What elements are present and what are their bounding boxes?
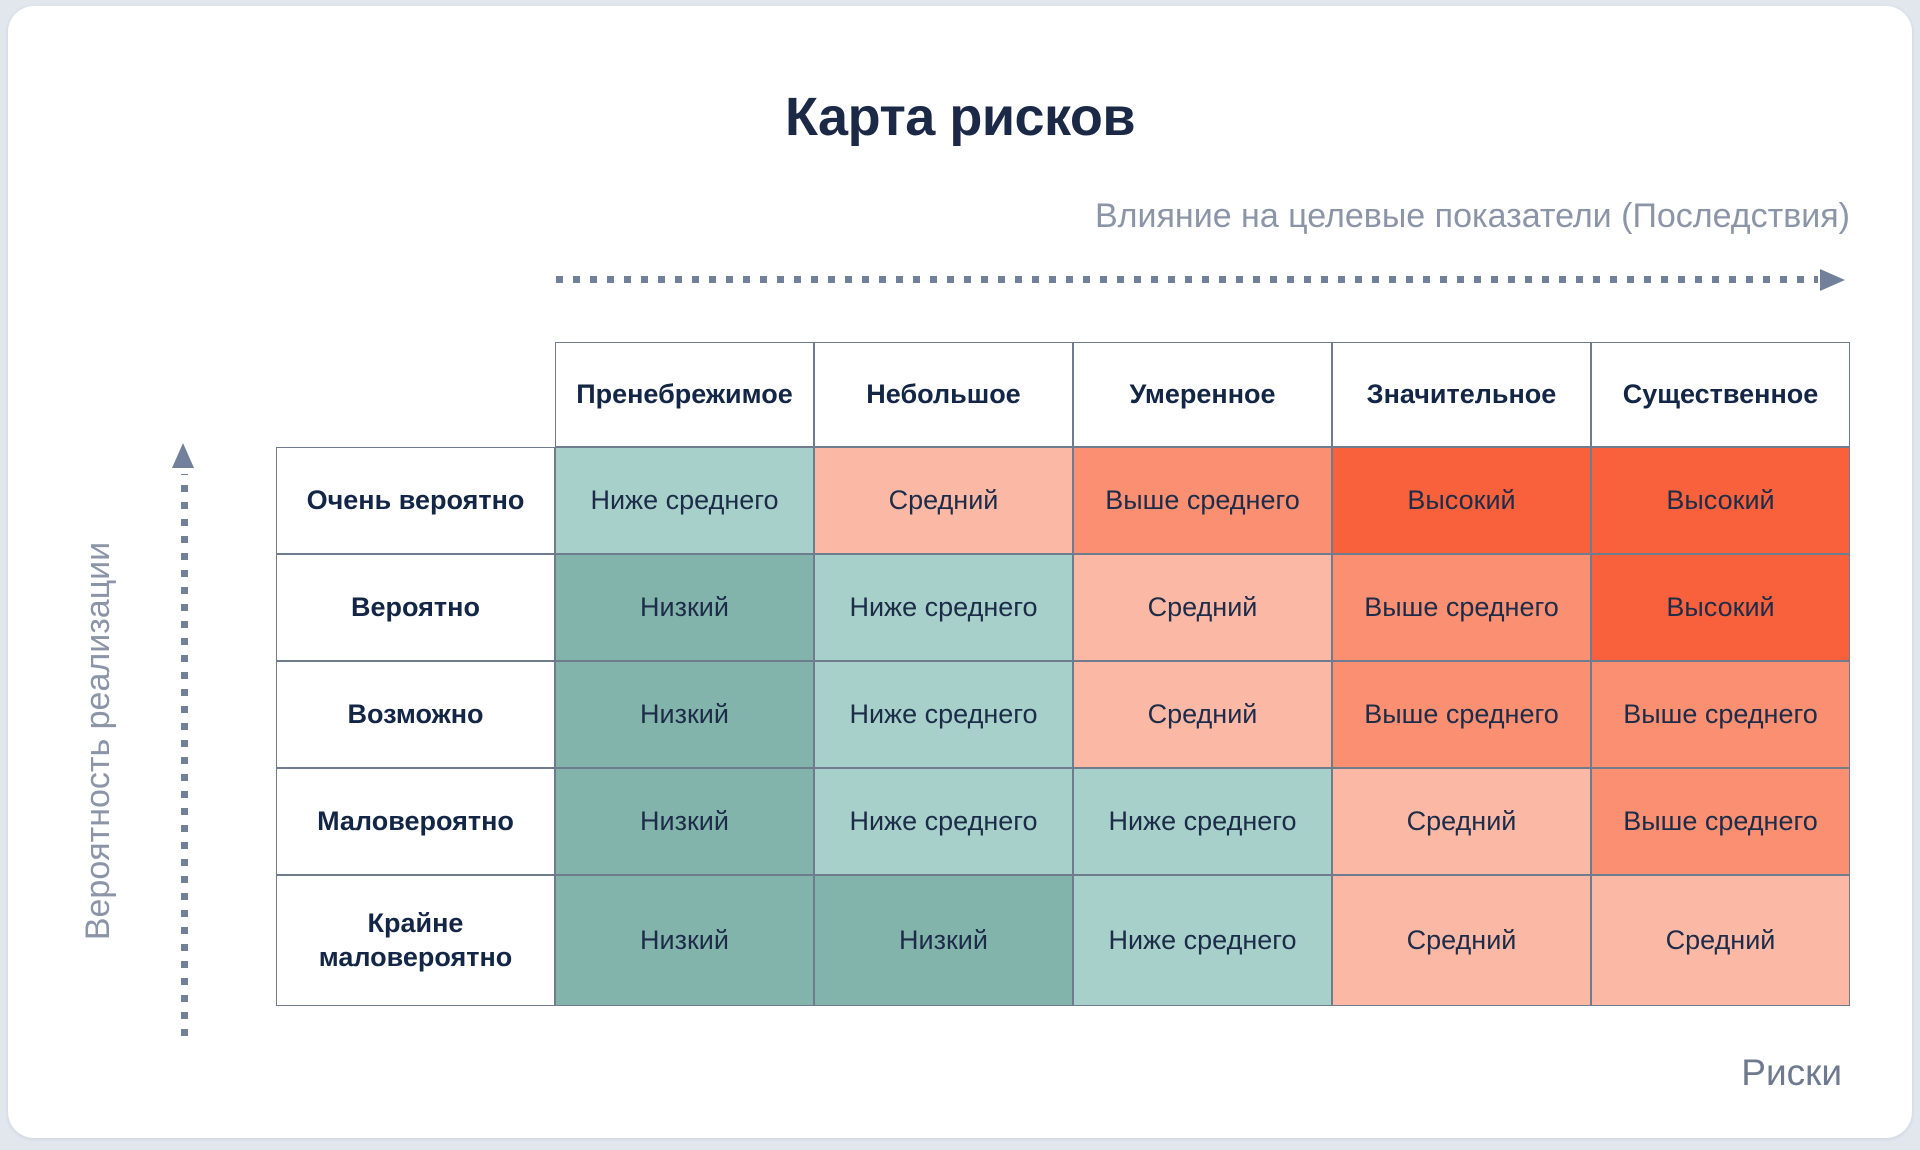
- matrix-cell: Выше среднего: [1591, 661, 1850, 768]
- row-header: Вероятно: [276, 554, 555, 661]
- y-axis-arrow-head-icon: [172, 443, 194, 468]
- matrix-cell: Ниже среднего: [555, 447, 814, 554]
- column-header: Существенное: [1591, 342, 1850, 447]
- x-axis-label: Влияние на целевые показатели (Последств…: [1095, 197, 1850, 235]
- matrix-cell: Ниже среднего: [1073, 875, 1332, 1006]
- matrix-cell: Низкий: [814, 875, 1073, 1006]
- matrix-cell: Выше среднего: [1591, 768, 1850, 875]
- matrix-cell: Ниже среднего: [814, 661, 1073, 768]
- y-axis-arrow-line-icon: [181, 474, 188, 1036]
- x-axis-arrow-head-icon: [1820, 269, 1845, 291]
- matrix-cell: Выше среднего: [1332, 554, 1591, 661]
- column-header: Значительное: [1332, 342, 1591, 447]
- matrix-cell: Низкий: [555, 875, 814, 1006]
- matrix-cell: Средний: [1073, 661, 1332, 768]
- row-header: Возможно: [276, 661, 555, 768]
- matrix-cell: Высокий: [1591, 554, 1850, 661]
- column-header: Умеренное: [1073, 342, 1332, 447]
- matrix-cell: Низкий: [555, 554, 814, 661]
- matrix-cell: Низкий: [555, 661, 814, 768]
- matrix-cell: Средний: [814, 447, 1073, 554]
- x-axis-arrow-line-icon: [556, 276, 1818, 283]
- matrix-cell: Средний: [1332, 875, 1591, 1006]
- matrix-cell: Выше среднего: [1332, 661, 1591, 768]
- column-header: Пренебрежимое: [555, 342, 814, 447]
- matrix-cell: Ниже среднего: [814, 554, 1073, 661]
- row-header: Крайне маловероятно: [276, 875, 555, 1006]
- matrix-cell: Высокий: [1332, 447, 1591, 554]
- matrix-cell: Средний: [1332, 768, 1591, 875]
- matrix-cell: Высокий: [1591, 447, 1850, 554]
- risk-matrix: Пренебрежимое Небольшое Умеренное Значитель…: [276, 342, 1850, 1006]
- matrix-cell: Средний: [1591, 875, 1850, 1006]
- column-header: Небольшое: [814, 342, 1073, 447]
- y-axis-label: Вероятность реализации: [79, 541, 117, 941]
- matrix-corner-spacer: [276, 342, 555, 447]
- matrix-cell: Выше среднего: [1073, 447, 1332, 554]
- risks-axis-caption: Риски: [1741, 1052, 1842, 1093]
- matrix-cell: Ниже среднего: [814, 768, 1073, 875]
- page-title: Карта рисков: [784, 87, 1136, 147]
- matrix-cell: Низкий: [555, 768, 814, 875]
- matrix-cell: Средний: [1073, 554, 1332, 661]
- row-header: Очень вероятно: [276, 447, 555, 554]
- matrix-cell: Ниже среднего: [1073, 768, 1332, 875]
- row-header: Маловероятно: [276, 768, 555, 875]
